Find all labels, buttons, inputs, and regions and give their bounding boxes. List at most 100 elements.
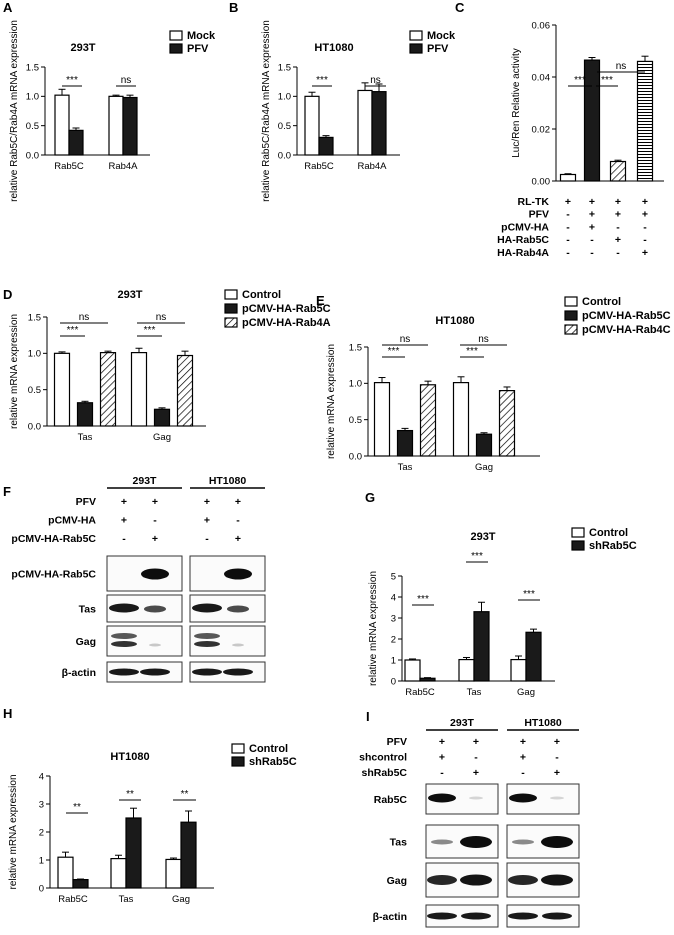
x-tick-label: Tas <box>78 432 93 443</box>
panel-letter: B <box>229 0 238 15</box>
condition-sign: - <box>474 752 478 764</box>
panel-e: E 0.0 0.5 1.0 1.5 relative mRNA expression HT1… <box>316 293 671 473</box>
condition-sign: - <box>566 234 570 246</box>
condition-sign: + <box>615 209 621 221</box>
x-tick-label: Gag <box>517 687 535 698</box>
blot-group-label: 293T <box>450 717 475 729</box>
blot-frame <box>106 625 183 657</box>
y-axis-label: relative mRNA expression <box>9 314 20 429</box>
condition-sign: - <box>555 752 559 764</box>
condition-label: PFV <box>76 496 96 508</box>
blot-band <box>144 605 166 613</box>
blot-band <box>461 912 491 920</box>
chart-title: 293T <box>470 531 495 543</box>
blot-band <box>111 633 137 639</box>
blot-band <box>541 874 573 886</box>
y-tick-label: 0.06 <box>532 20 551 31</box>
significance-label: ** <box>73 802 81 813</box>
significance-label: ns <box>79 312 90 323</box>
legend-entry: PFV <box>427 43 449 55</box>
condition-sign: + <box>565 196 571 208</box>
legend-swatch <box>224 317 238 328</box>
panel-letter: H <box>3 706 12 721</box>
blot-band <box>141 568 169 580</box>
legend-entry: shRab5C <box>589 540 637 552</box>
bar <box>53 352 71 427</box>
y-tick-label: 2 <box>391 634 396 645</box>
condition-sign: + <box>204 496 210 508</box>
bar <box>122 96 138 156</box>
y-tick-label: 0.0 <box>349 451 362 462</box>
y-tick-label: 4 <box>391 592 396 603</box>
blot-band <box>194 633 220 639</box>
blot-band <box>460 874 492 886</box>
y-tick-label: 0.04 <box>532 72 551 83</box>
blot-band <box>224 568 252 580</box>
blot-group-label: HT1080 <box>524 717 562 729</box>
y-tick-label: 0 <box>39 883 44 894</box>
legend-swatch <box>224 303 238 314</box>
chart-title: HT1080 <box>435 315 474 327</box>
condition-sign: - <box>205 533 209 545</box>
bar <box>636 60 654 182</box>
condition-sign: + <box>235 533 241 545</box>
significance-label: *** <box>144 325 156 336</box>
significance-label: ns <box>121 75 132 86</box>
x-tick-label: Rab4A <box>357 161 387 172</box>
chart-title: HT1080 <box>110 751 149 763</box>
legend-swatch <box>231 743 245 754</box>
bar <box>180 821 197 889</box>
y-axis-label: relative mRNA expression <box>8 774 19 889</box>
y-tick-label: 0.5 <box>26 121 39 132</box>
x-tick-label: Gag <box>172 894 190 905</box>
panel-letter: I <box>366 709 370 724</box>
legend-entry: PFV <box>187 43 209 55</box>
bar <box>110 857 127 889</box>
panel-letter: D <box>3 287 12 302</box>
blot-band <box>194 641 220 647</box>
y-axis-label: relative Rab5C/Rab4A mRNA expression <box>9 20 20 202</box>
blot-band <box>427 875 457 885</box>
bar <box>130 352 148 427</box>
y-tick-label: 3 <box>39 799 44 810</box>
condition-sign: - <box>566 221 570 233</box>
panel-i: I 293T HT1080 PFV + + + + shcontrol + - + - shRab5C - +… <box>359 709 580 928</box>
condition-sign: + <box>121 515 127 527</box>
legend-swatch <box>224 289 238 300</box>
bar <box>176 354 194 427</box>
panel-c: C 0.00 0.02 0.04 0.06 Luc/Ren Relative activi… <box>455 0 664 259</box>
y-tick-label: 1.0 <box>26 92 39 103</box>
bar <box>609 160 627 182</box>
significance-label: *** <box>66 75 78 86</box>
condition-sign: - <box>616 247 620 259</box>
legend-entry: Control <box>249 743 288 755</box>
panel-d: D 0.0 0.5 1.0 1.5 relative mRNA expression 293… <box>3 287 331 443</box>
bar <box>57 856 74 889</box>
condition-sign: + <box>589 196 595 208</box>
condition-sign: - <box>590 234 594 246</box>
condition-label: pCMV-HA <box>501 221 549 233</box>
bar <box>525 631 542 682</box>
legend-entry: shRab5C <box>249 756 297 768</box>
blot-band <box>460 836 492 848</box>
blot-label: Rab5C <box>374 794 408 806</box>
legend-entry: Mock <box>427 30 456 42</box>
blot-band <box>223 668 253 676</box>
condition-sign: - <box>122 533 126 545</box>
significance-label: ns <box>156 312 167 323</box>
blot-band <box>428 793 456 803</box>
condition-label: PFV <box>529 209 549 221</box>
blot-label: pCMV-HA-Rab5C <box>11 569 96 581</box>
legend-swatch <box>564 324 578 335</box>
blot-label: Gag <box>387 875 407 887</box>
blot-band <box>192 603 222 613</box>
y-tick-label: 4 <box>39 771 44 782</box>
condition-label: HA-Rab4A <box>497 247 549 259</box>
bar <box>68 129 84 156</box>
blot-label: Tas <box>390 837 407 849</box>
condition-label: pCMV-HA <box>48 515 96 527</box>
panel-letter: F <box>3 484 11 499</box>
blot-label: Tas <box>79 604 96 616</box>
bar <box>304 95 320 156</box>
condition-sign: + <box>589 221 595 233</box>
